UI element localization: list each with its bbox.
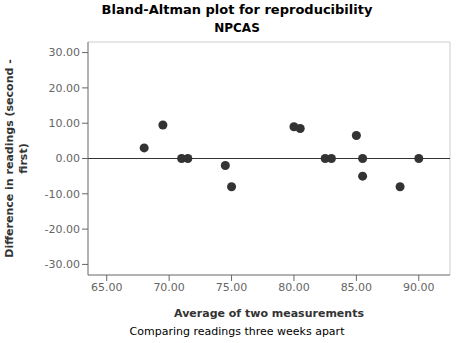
svg-text:0.00: 0.00 <box>56 152 81 165</box>
html-text:Bland-Altman plot for reproduc: Bland-Altman plot for reproducibility <box>101 2 373 17</box>
svg-text:30.00: 30.00 <box>49 46 81 59</box>
svg-text:75.00: 75.00 <box>216 281 248 294</box>
svg-text:85.00: 85.00 <box>341 281 373 294</box>
svg-text:-10.00: -10.00 <box>45 188 80 201</box>
svg-text:20.00: 20.00 <box>49 82 81 95</box>
html-text:Comparing readings three weeks: Comparing readings three weeks apart <box>129 325 345 338</box>
svg-text:Difference in readings (second: Difference in readings (second -first) <box>8 59 30 257</box>
html-text:NPCAS: NPCAS <box>214 21 260 35</box>
svg-text:-30.00: -30.00 <box>45 258 80 271</box>
svg-text:Average of two measurements: Average of two measurements <box>174 307 364 320</box>
svg-text:70.00: 70.00 <box>153 281 185 294</box>
svg-text:80.00: 80.00 <box>278 281 310 294</box>
svg-text:90.00: 90.00 <box>403 281 435 294</box>
svg-text:10.00: 10.00 <box>49 117 81 130</box>
svg-text:-20.00: -20.00 <box>45 223 80 236</box>
svg-text:65.00: 65.00 <box>91 281 123 294</box>
